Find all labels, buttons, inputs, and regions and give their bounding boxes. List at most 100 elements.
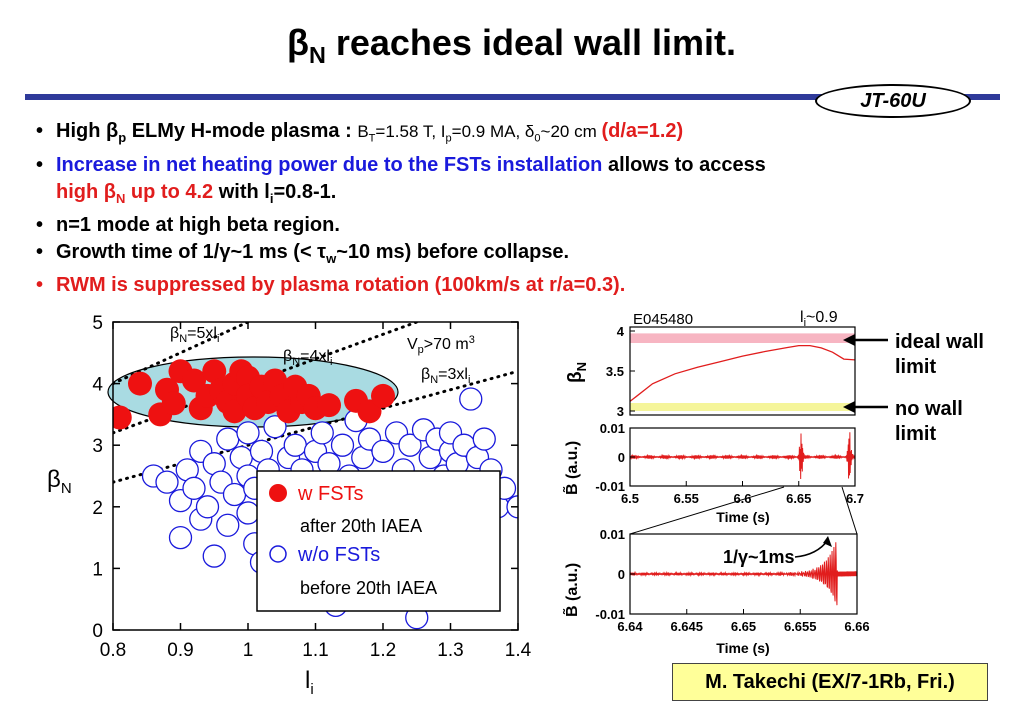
y-tick-label: 3: [617, 404, 624, 419]
x-tick-label: 1.2: [370, 640, 396, 661]
legend-note-nofst: before 20th IAEA: [300, 578, 437, 598]
li-annotation: li~0.9: [800, 309, 838, 329]
db-wide-trace: [629, 432, 856, 479]
growth-arrowhead: [823, 536, 832, 547]
point-wo-fst: [310, 421, 334, 445]
shot-label: E045480: [633, 311, 693, 328]
y-tick-label: -0.01: [595, 479, 625, 494]
point-wo-fst: [155, 470, 179, 494]
y-tick-label: 2: [92, 498, 103, 519]
y-tick-label: 5: [92, 313, 103, 334]
y-tick-label: 0.01: [600, 422, 625, 436]
y-tick-label: 4: [92, 375, 103, 396]
x-tick-label: 6.5: [621, 491, 639, 506]
point-w-fst: [222, 399, 247, 424]
db-zoom-ylabel: B̃ (a.u.): [561, 563, 581, 617]
point-wo-fst: [195, 495, 220, 519]
x-tick-label: 6.66: [844, 619, 869, 634]
point-wo-fst: [182, 476, 206, 500]
x-axis-label: li: [305, 667, 314, 698]
page-title: βN reaches ideal wall limit.: [286, 22, 737, 69]
point-wo-fst: [236, 421, 260, 445]
x-tick-label: 1.4: [505, 640, 532, 661]
y-tick-label: 3.5: [606, 364, 624, 379]
point-wo-fst: [216, 513, 240, 537]
point-w-fst: [357, 399, 382, 424]
line-label-4: βN=4xli: [283, 348, 332, 368]
db-zoom-panel: 0.01 0 -0.016.64 6.645 6.65 6.655 6.66 1/γ~1ms…: [561, 527, 870, 656]
db-zoom-trace: [629, 542, 858, 606]
y-tick-label: 1: [92, 559, 103, 580]
point-wo-fst: [236, 501, 260, 525]
x-tick-label: 6.645: [670, 619, 703, 634]
db-wide-xlabel: Time (s): [716, 509, 769, 525]
legend-note-fst: after 20th IAEA: [300, 516, 422, 536]
point-w-fst: [128, 371, 152, 396]
growth-arrow: [794, 539, 829, 558]
point-wo-fst: [398, 433, 422, 457]
betaN-vs-li-chart: 0.8 0.9 1 1.1 1.2 1.3 1.4 0 1 2 3 4 5 βN=5xli βN=4xl…: [47, 313, 532, 698]
legend-marker-fst: [269, 484, 287, 502]
point-wo-fst: [263, 415, 287, 439]
y-tick-label: 0: [92, 621, 103, 642]
x-tick-label: 0.9: [167, 640, 193, 661]
bullet-rwm: RWM is suppressed by plasma rotation (10…: [30, 272, 1010, 299]
device-tag: JT-60U: [815, 84, 971, 118]
vp-annotation: Vp>70 m3: [407, 334, 475, 356]
y-tick-label: 0.01: [600, 527, 625, 542]
y-tick-label: 3: [92, 436, 103, 457]
author-credit: M. Takechi (EX/7-1Rb, Fri.): [672, 663, 988, 701]
bullet-mode: n=1 mode at high beta region.: [30, 212, 1010, 239]
y-axis-label: βN: [47, 466, 72, 497]
ideal-wall-label: ideal wall limit: [895, 331, 984, 378]
betaN-ylabel: βN: [565, 362, 589, 383]
db-wide-ylabel: B̃ (a.u.): [561, 441, 581, 495]
y-tick-label: -0.01: [595, 607, 625, 622]
legend-marker-nofst: [269, 545, 287, 563]
db-zoom-xlabel: Time (s): [716, 640, 769, 656]
no-wall-limit-band: [630, 403, 855, 411]
x-tick-label: 6.55: [674, 491, 699, 506]
betaN-time-panel: 3 3.5 4 E045480 li~0.9 βN: [565, 309, 856, 419]
bullet-growth: Growth time of 1/γ~1 ms (< τw~10 ms) bef…: [30, 239, 1010, 272]
db-wide-panel: 0.01 0 -0.016.5 6.55 6.6 6.65 6.7 Time (s) B̃ …: [561, 422, 864, 525]
point-wo-fst: [222, 482, 247, 507]
point-w-fst: [113, 405, 132, 430]
point-wo-fst: [330, 433, 355, 457]
y-tick-label: 4: [617, 324, 625, 339]
x-tick-label: 1: [243, 640, 254, 661]
point-wo-fst: [283, 433, 307, 457]
x-tick-label: 6.655: [784, 619, 817, 634]
x-tick-label: 6.65: [731, 619, 756, 634]
point-wo-fst: [202, 544, 226, 568]
betaN-trace: [629, 344, 856, 402]
ideal-wall-limit-band: [630, 333, 855, 343]
title-rule: [25, 94, 1000, 100]
point-w-fst: [317, 393, 341, 418]
point-wo-fst: [168, 525, 193, 550]
x-tick-label: 1.1: [302, 640, 328, 661]
point-w-fst: [371, 383, 395, 408]
bullet-plasma: High βp ELMy H-mode plasma : BT=1.58 T, …: [30, 118, 1010, 152]
no-wall-label: no wall limit: [895, 398, 963, 445]
y-tick-label: 0: [618, 567, 625, 582]
legend-label-nofst: w/o FSTs: [297, 544, 380, 566]
point-wo-fst: [216, 427, 240, 451]
point-wo-fst: [459, 387, 483, 411]
legend-label-fst: w FSTs: [297, 483, 364, 505]
line-label-3: βN=3xli: [421, 366, 470, 386]
point-w-fst: [202, 359, 227, 384]
point-wo-fst: [371, 439, 395, 464]
x-tick-label: 0.8: [100, 640, 126, 661]
x-tick-label: 6.65: [786, 491, 811, 506]
y-tick-label: 0: [618, 450, 625, 465]
x-tick-label: 6.64: [617, 619, 643, 634]
line-label-5: βN=5xli: [170, 325, 219, 345]
point-w-fst: [182, 368, 206, 393]
bullet-list: High βp ELMy H-mode plasma : BT=1.58 T, …: [30, 118, 1010, 299]
bullet-heating: Increase in net heating power due to the…: [30, 152, 1010, 212]
x-tick-label: 6.7: [846, 491, 864, 506]
legend-box: w FSTs after 20th IAEA w/o FSTs before 2…: [256, 470, 501, 612]
point-w-fst: [161, 391, 186, 416]
point-wo-fst: [472, 427, 496, 451]
